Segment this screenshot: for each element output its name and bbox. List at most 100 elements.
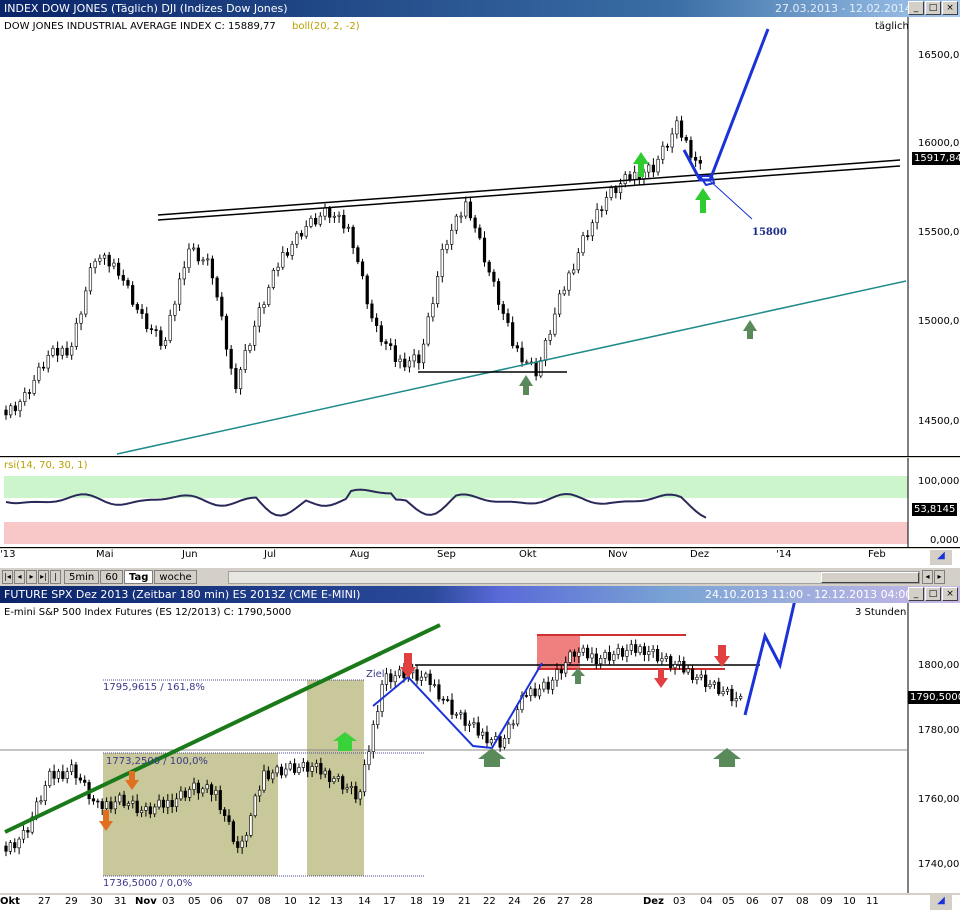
- candle-body: [159, 330, 163, 346]
- candle-body: [476, 722, 480, 736]
- candle-body: [564, 662, 568, 674]
- candle-body: [65, 771, 69, 779]
- candle-body: [708, 684, 712, 687]
- candle-body: [417, 354, 421, 364]
- close-icon[interactable]: ×: [942, 587, 958, 601]
- candle-body: [206, 258, 210, 261]
- candle-body: [288, 763, 292, 770]
- candle-body: [595, 209, 599, 224]
- rsi-panel[interactable]: rsi(14, 70, 30, 1) 100,000 0,000 53,8145: [0, 458, 960, 548]
- candle-body: [60, 347, 64, 356]
- x-label: 21: [458, 896, 471, 907]
- candle-body: [431, 303, 435, 318]
- crosshair-icon[interactable]: ◢: [930, 550, 952, 565]
- upper-trendline-1: [157, 165, 901, 221]
- tab-tag[interactable]: Tag: [123, 570, 154, 584]
- last-icon[interactable]: ▸|: [38, 570, 49, 584]
- candle-body: [397, 669, 402, 677]
- dow-chart-panel[interactable]: DOW JONES INDUSTRIAL AVERAGE INDEX C: 15…: [0, 17, 960, 457]
- candle-body: [629, 644, 633, 651]
- blue-projection-path: [682, 28, 770, 182]
- candle-body: [177, 278, 182, 305]
- rsi-overbought-zone: [4, 476, 908, 498]
- top-window-range: 27.03.2013 - 12.02.2014: [775, 2, 912, 15]
- candle-body: [304, 226, 308, 237]
- candle-body: [224, 315, 229, 350]
- candle-body: [209, 784, 214, 795]
- candle-body: [502, 738, 507, 748]
- x-label: '14: [776, 549, 792, 560]
- next-icon[interactable]: ▸: [26, 570, 37, 584]
- dark-green-arrow-1: [478, 748, 506, 767]
- candle-body: [163, 340, 168, 346]
- candle-body: [271, 270, 276, 288]
- candle-body: [257, 307, 261, 327]
- prev-icon[interactable]: ◂: [14, 570, 25, 584]
- candle-body: [478, 227, 482, 239]
- scroll-icon[interactable]: |: [50, 570, 61, 584]
- x-label: Nov: [135, 896, 157, 907]
- candle-body: [126, 280, 130, 286]
- tab-5min[interactable]: 5min: [64, 570, 100, 584]
- candle-body: [234, 368, 238, 390]
- candle-body: [179, 790, 183, 800]
- candle-body: [463, 712, 467, 726]
- candle-body: [356, 247, 360, 263]
- candle-body: [437, 684, 441, 700]
- candle-body: [227, 815, 231, 822]
- candle-body: [56, 771, 61, 779]
- x-label: 14: [358, 896, 371, 907]
- x-label: 09: [820, 896, 833, 907]
- candle-body: [126, 802, 131, 806]
- maximize-icon[interactable]: □: [925, 1, 941, 15]
- crosshair-icon[interactable]: ◢: [930, 895, 952, 910]
- candle-body: [253, 325, 257, 346]
- candle-body: [238, 369, 243, 390]
- candle-body: [109, 801, 113, 810]
- candle-body: [139, 810, 144, 813]
- scroll-right-icon[interactable]: ▸: [934, 570, 945, 584]
- horizontal-scrollbar[interactable]: [228, 571, 920, 584]
- bottom-window-titlebar[interactable]: FUTURE SPX Dez 2013 (Zeitbar 180 min) ES…: [0, 586, 960, 603]
- tab-60[interactable]: 60: [100, 570, 123, 584]
- candle-body: [501, 304, 505, 314]
- es-chart-panel[interactable]: E-mini S&P 500 Index Futures (ES 12/2013…: [0, 603, 960, 893]
- minimize-icon[interactable]: _: [908, 587, 924, 601]
- candle-body: [432, 684, 437, 686]
- rsi-y-label: 100,000: [918, 476, 960, 487]
- y-label: 16000,00: [918, 138, 960, 149]
- candle-body: [660, 658, 664, 662]
- candle-body: [398, 358, 402, 362]
- close-icon[interactable]: ×: [942, 1, 958, 15]
- candle-body: [533, 688, 537, 697]
- x-label: 27: [557, 896, 570, 907]
- candle-body: [403, 358, 407, 368]
- minimize-icon[interactable]: _: [908, 1, 924, 15]
- candle-body: [647, 651, 651, 655]
- candle-body: [585, 647, 590, 659]
- candle-body: [98, 257, 102, 262]
- candle-body: [345, 787, 349, 790]
- candle-body: [628, 174, 632, 180]
- candle-body: [70, 346, 74, 356]
- x-label: Aug: [350, 549, 370, 560]
- candle-body: [642, 646, 647, 655]
- scrollbar-thumb[interactable]: [821, 572, 919, 583]
- candle-body: [26, 830, 30, 833]
- candle-body: [562, 289, 566, 295]
- candle-body: [243, 350, 247, 370]
- first-icon[interactable]: |◂: [2, 570, 13, 584]
- candle-body: [375, 317, 379, 326]
- candle-body: [293, 763, 297, 773]
- tab-woche[interactable]: woche: [154, 570, 197, 584]
- candle-body: [349, 786, 354, 789]
- candle-body: [74, 322, 78, 347]
- green-up-arrow-2: [695, 188, 711, 213]
- candle-body: [297, 767, 301, 773]
- top-window-titlebar[interactable]: INDEX DOW JONES (Täglich) DJI (Indizes D…: [0, 0, 960, 17]
- maximize-icon[interactable]: □: [925, 587, 941, 601]
- scroll-left-icon[interactable]: ◂: [922, 570, 933, 584]
- candle-body: [220, 296, 224, 317]
- candle-body: [599, 657, 603, 665]
- y-label: 14500,00: [918, 416, 960, 427]
